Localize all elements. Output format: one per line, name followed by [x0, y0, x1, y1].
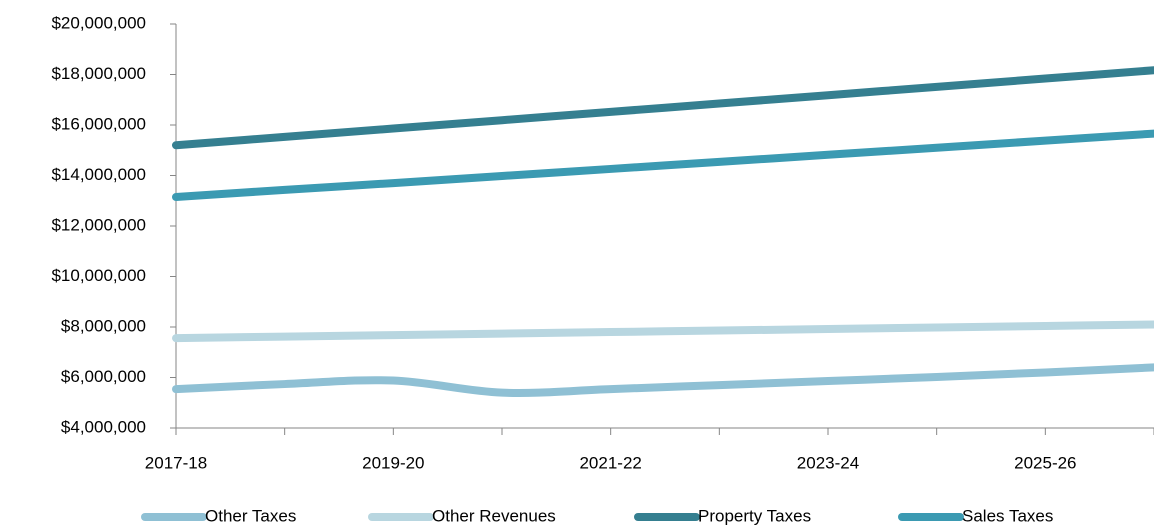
y-tick-label: $16,000,000: [51, 114, 146, 133]
y-tick-label: $8,000,000: [61, 316, 146, 335]
x-tick-label: 2017-18: [145, 453, 207, 472]
y-tick-label: $18,000,000: [51, 64, 146, 83]
legend-label: Other Revenues: [432, 506, 556, 525]
legend-label: Other Taxes: [205, 506, 296, 525]
series-line: [172, 66, 1154, 150]
x-tick-label: 2023-24: [797, 453, 859, 472]
y-tick-label: $20,000,000: [51, 13, 146, 32]
y-tick-label: $6,000,000: [61, 367, 146, 386]
x-tick-label: 2019-20: [362, 453, 424, 472]
series-line: [172, 129, 1154, 201]
series-line: [172, 320, 1154, 343]
series-line: [172, 363, 1154, 397]
y-tick-label: $12,000,000: [51, 215, 146, 234]
legend-label: Sales Taxes: [962, 506, 1053, 525]
y-tick-label: $10,000,000: [51, 266, 146, 285]
y-tick-label: $14,000,000: [51, 165, 146, 184]
x-tick-label: 2025-26: [1014, 453, 1076, 472]
x-tick-label: 2021-22: [579, 453, 641, 472]
y-tick-label: $4,000,000: [61, 417, 146, 436]
legend-label: Property Taxes: [698, 506, 811, 525]
